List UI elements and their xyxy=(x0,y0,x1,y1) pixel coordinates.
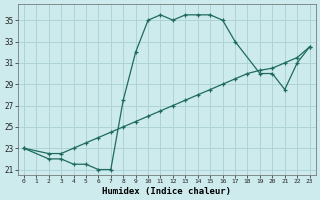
X-axis label: Humidex (Indice chaleur): Humidex (Indice chaleur) xyxy=(102,187,231,196)
